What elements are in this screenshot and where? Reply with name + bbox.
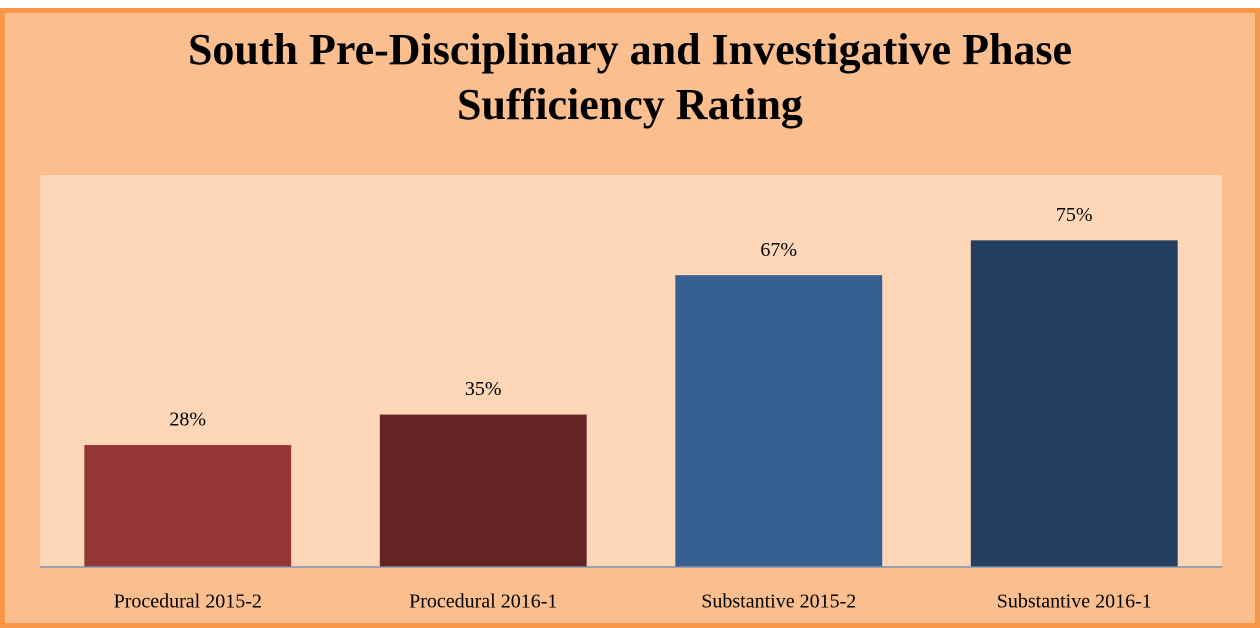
data-label: 35% xyxy=(465,378,502,400)
bar xyxy=(675,275,883,567)
x-tick-label: Substantive 2016-1 xyxy=(997,591,1152,613)
x-tick-label: Procedural 2015-2 xyxy=(114,591,262,613)
bar xyxy=(379,414,587,567)
x-tick-label: Procedural 2016-1 xyxy=(409,591,557,613)
data-label: 28% xyxy=(169,409,206,431)
bar xyxy=(84,445,292,567)
x-tick-label: Substantive 2015-2 xyxy=(701,591,856,613)
chart-title: South Pre-Disciplinary and Investigative… xyxy=(187,25,1073,129)
data-label: 75% xyxy=(1056,204,1093,226)
data-label: 67% xyxy=(760,239,797,261)
bar xyxy=(970,240,1178,568)
